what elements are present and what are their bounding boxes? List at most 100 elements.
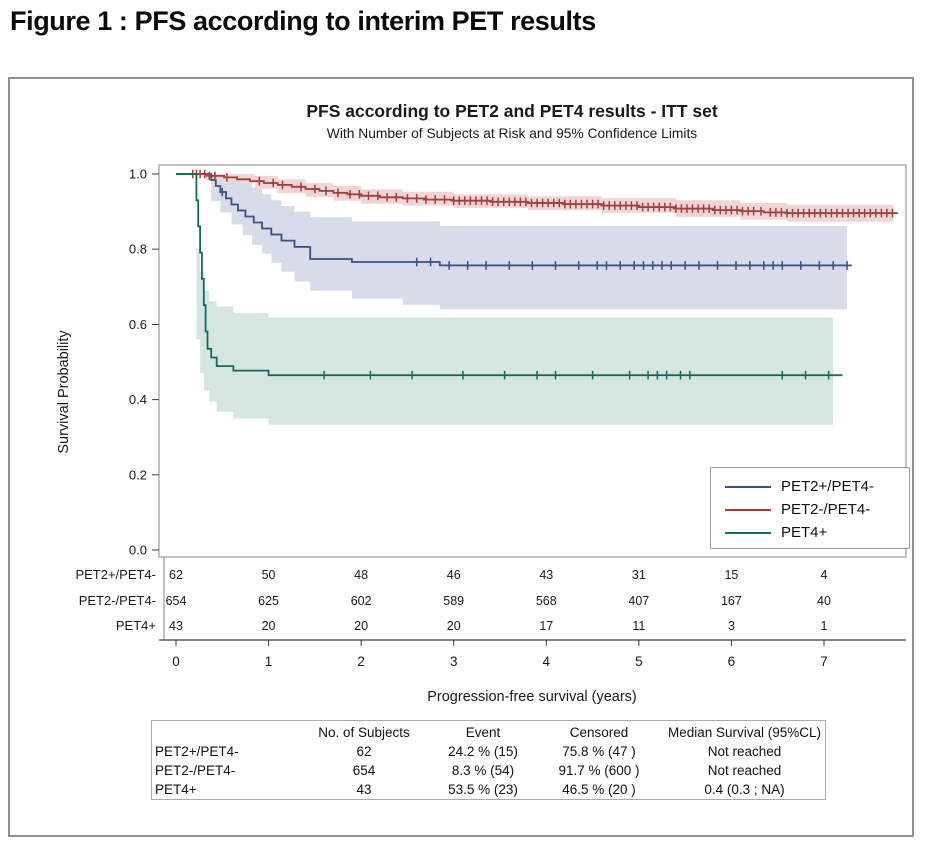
censor-mark-pet2-pet4 (739, 206, 746, 216)
censor-mark-pet2-pet4 (393, 193, 400, 202)
censor-mark-pet4 (459, 370, 467, 380)
censor-mark-pet2-pet4 (578, 199, 585, 209)
censor-mark-pet2-pet4 (223, 173, 231, 182)
censor-mark-pet2-pet4 (830, 261, 837, 270)
legend-item-pet4: PET4+ (725, 521, 909, 544)
censor-mark-pet4 (686, 370, 693, 380)
legend-label: PET2+/PET4- (781, 478, 874, 495)
censor-mark-pet2-pet4 (311, 184, 319, 194)
censor-mark-pet2-pet4 (432, 195, 439, 204)
censor-mark-pet2-pet4 (506, 261, 513, 270)
at-risk-count: 46 (447, 568, 461, 582)
censor-mark-pet2-pet4 (611, 201, 618, 210)
censor-mark-pet2-pet4 (700, 204, 707, 213)
legend-label: PET4+ (781, 524, 828, 541)
censor-mark-pet2-pet4 (334, 188, 342, 198)
x-tick-label: 2 (357, 654, 365, 669)
at-risk-count: 15 (724, 568, 738, 582)
summary-cell: 24.2 % (15) (448, 744, 518, 759)
y-axis-title: Survival Probability (56, 330, 72, 454)
censor-mark-pet2-pet4 (778, 208, 785, 217)
legend-line-swatch (725, 531, 771, 534)
censor-mark-pet2-pet4 (850, 208, 857, 218)
at-risk-count: 589 (443, 594, 464, 608)
censor-mark-pet2-pet4 (733, 205, 741, 215)
censor-mark-pet4 (644, 370, 652, 380)
summary-row: PET4+ 43 53.5 % (23) 46.5 % (20 ) 0.4 (0.3 ;… (152, 780, 826, 800)
legend-label: PET2-/PET4- (781, 501, 871, 518)
censor-mark-pet2-pet4 (789, 208, 796, 218)
censor-mark-pet4 (552, 370, 559, 380)
at-risk-count: 654 (166, 594, 187, 608)
censor-mark-pet2-pet4 (744, 206, 752, 216)
at-risk-count: 568 (536, 594, 557, 608)
censor-mark-pet2-pet4 (681, 261, 689, 270)
at-risk-count: 43 (539, 568, 553, 582)
x-tick-label: 1 (265, 654, 273, 669)
censor-mark-pet2-pet4 (683, 204, 691, 213)
summary-cell: PET2+/PET4- (155, 744, 239, 759)
summary-cell: 62 (356, 744, 372, 759)
censor-mark-pet2-pet4 (201, 169, 208, 179)
censor-mark-pet2-pet4 (844, 208, 852, 218)
censor-mark-pet2-pet4 (374, 191, 381, 201)
censor-mark-pet2-pet4 (478, 196, 485, 205)
x-tick-label: 5 (635, 654, 643, 669)
summary-cell: PET4+ (155, 782, 197, 797)
at-risk-count: 20 (262, 619, 276, 633)
censor-mark-pet2-pet4 (506, 197, 513, 207)
y-tick-label: 0.6 (129, 317, 147, 332)
censor-mark-pet2-pet4 (356, 190, 363, 199)
summary-header-cell: Event (465, 725, 501, 740)
summary-header-cell (152, 721, 297, 743)
censor-mark-pet2-pet4 (817, 208, 824, 218)
summary-header-cell: Median Survival (95%CL) (667, 725, 822, 740)
censor-mark-pet2-pet4 (603, 261, 610, 270)
censor-mark-pet2-pet4 (706, 204, 713, 213)
censor-mark-pet2-pet4 (628, 201, 635, 210)
censor-mark-pet2-pet4 (760, 261, 767, 270)
x-tick-label: 4 (543, 654, 551, 669)
censor-mark-pet2-pet4 (464, 261, 471, 270)
summary-header-cell: No. of Subjects (318, 725, 410, 740)
legend-line-swatch (725, 508, 771, 511)
censor-mark-pet2-pet4 (494, 197, 502, 207)
censor-mark-pet2-pet4 (472, 196, 480, 205)
censor-mark-pet2-pet4 (672, 204, 680, 213)
censor-mark-pet2-pet4 (746, 261, 754, 270)
censor-mark-pet2-pet4 (656, 202, 663, 212)
at-risk-count: 11 (632, 619, 645, 633)
censor-mark-pet2-pet4 (811, 208, 818, 218)
chart-title: PFS according to PET2 and PET4 results -… (306, 101, 718, 121)
censor-mark-pet2-pet4 (529, 261, 536, 270)
censor-mark-pet2-pet4 (445, 261, 453, 270)
censor-mark-pet2-pet4 (511, 197, 518, 207)
x-axis-title: Progression-free survival (years) (427, 689, 637, 705)
censor-mark-pet2-pet4 (456, 196, 463, 205)
censor-mark-pet2-pet4 (833, 208, 841, 218)
censor-mark-pet2-pet4 (483, 196, 491, 205)
censor-mark-pet2-pet4 (856, 208, 863, 218)
y-tick-label: 0.0 (129, 543, 147, 558)
censor-mark-pet2-pet4 (561, 199, 568, 209)
at-risk-count: 62 (169, 568, 183, 582)
censor-mark-pet2-pet4 (631, 261, 638, 270)
censor-mark-pet2-pet4 (783, 208, 791, 218)
at-risk-count: 625 (258, 594, 279, 608)
summary-cell: 0.4 (0.3 ; NA) (704, 782, 785, 797)
at-risk-count: 43 (169, 619, 183, 633)
summary-row: PET2-/PET4- 654 8.3 % (54) 91.7 % (600 ) Not… (152, 761, 826, 780)
censor-mark-pet4 (626, 370, 633, 380)
y-tick-label: 0.4 (129, 392, 147, 407)
censor-mark-pet2-pet4 (270, 178, 277, 188)
x-tick-label: 7 (820, 654, 828, 669)
summary-table-wrap: No. of Subjects Event Censored Median Survi… (151, 720, 826, 800)
at-risk-count: 602 (351, 594, 372, 608)
censor-mark-pet2-pet4 (219, 187, 226, 197)
censor-mark-pet2-pet4 (556, 198, 563, 208)
censor-mark-pet2-pet4 (297, 182, 305, 192)
at-risk-row-label: PET2+/PET4- (75, 567, 156, 582)
censor-mark-pet2-pet4 (714, 261, 721, 270)
